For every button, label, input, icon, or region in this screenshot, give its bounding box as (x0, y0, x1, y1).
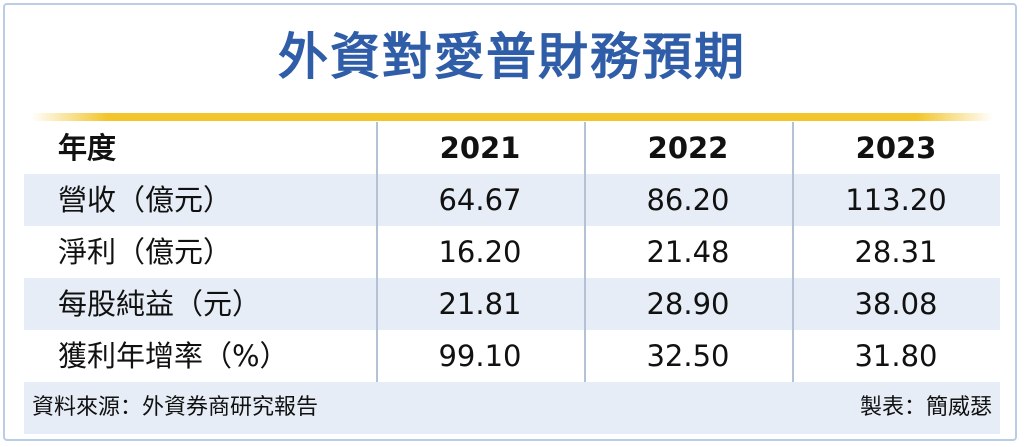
table-header-row: 年度 2021 2022 2023 (24, 122, 1000, 174)
source-note: 資料來源：外資券商研究報告 (32, 395, 319, 420)
table-cell: 28.31 (854, 235, 938, 269)
table-cell: 64.67 (438, 183, 522, 217)
table-row-revenue: 營收（億元） 64.67 86.20 113.20 (24, 174, 1000, 226)
table-cell: 113.20 (845, 183, 947, 217)
credit-note: 製表：簡威瑟 (859, 395, 992, 420)
header-year-label: 年度 (58, 131, 117, 165)
column-divider (584, 122, 586, 382)
table-row-growth: 獲利年增率（%） 99.10 32.50 31.80 (24, 330, 1000, 382)
title-divider (31, 113, 993, 121)
column-divider (376, 122, 378, 382)
row-label: 營收（億元） (58, 183, 233, 217)
table-row-eps: 每股純益（元） 21.81 28.90 38.08 (24, 278, 1000, 330)
table-cell: 32.50 (646, 339, 730, 373)
table-cell: 21.48 (646, 235, 730, 269)
column-divider (792, 122, 794, 382)
row-label: 淨利（億元） (58, 235, 233, 269)
row-label: 獲利年增率（%） (58, 339, 289, 373)
table-footer: 資料來源：外資券商研究報告 製表：簡威瑟 (24, 382, 1000, 434)
header-2021: 2021 (439, 131, 521, 165)
header-2022: 2022 (647, 131, 729, 165)
page-title: 外資對愛普財務預期 (278, 28, 746, 86)
table-cell: 16.20 (438, 235, 522, 269)
table-row-net-income: 淨利（億元） 16.20 21.48 28.31 (24, 226, 1000, 278)
table-cell: 28.90 (646, 287, 730, 321)
row-label: 每股純益（元） (58, 287, 262, 321)
table-cell: 21.81 (438, 287, 522, 321)
header-2023: 2023 (855, 131, 937, 165)
table-cell: 31.80 (854, 339, 938, 373)
table-cell: 38.08 (854, 287, 938, 321)
table-cell: 99.10 (438, 339, 522, 373)
table-cell: 86.20 (646, 183, 730, 217)
financial-table: 年度 2021 2022 2023 營收（億元） 64.67 86.20 113… (24, 122, 1000, 382)
